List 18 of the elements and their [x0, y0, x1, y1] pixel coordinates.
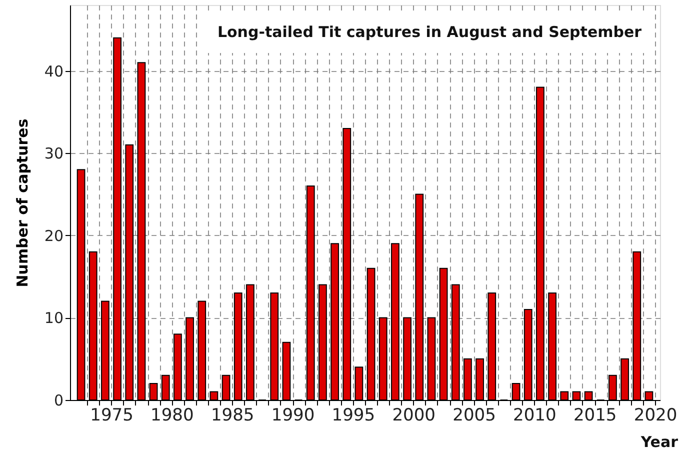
- x-tick-label: 2005: [452, 406, 496, 426]
- y-tick-label: 40: [44, 62, 64, 80]
- x-axis-title: Year: [640, 433, 679, 451]
- x-tick-label: 2010: [513, 406, 556, 426]
- x-tick-label: 2015: [573, 406, 617, 426]
- x-tick-label: 2000: [392, 406, 436, 426]
- y-tick-label: 0: [54, 392, 64, 410]
- x-tick-label: 1995: [332, 406, 376, 426]
- x-tick-label: 1980: [150, 406, 194, 426]
- y-tick-label: 10: [44, 309, 64, 328]
- x-tick-label: 1975: [90, 406, 134, 426]
- x-tick-label: 2020: [634, 406, 678, 426]
- y-tick-label: 30: [44, 144, 64, 163]
- x-tick-label: 1985: [210, 406, 254, 426]
- x-tick-label: 1990: [271, 406, 315, 426]
- y-tick-label: 20: [44, 226, 64, 245]
- y-axis-title: Number of captures: [13, 118, 32, 288]
- text: Long-tailed Tit captures in August and September: [217, 23, 642, 41]
